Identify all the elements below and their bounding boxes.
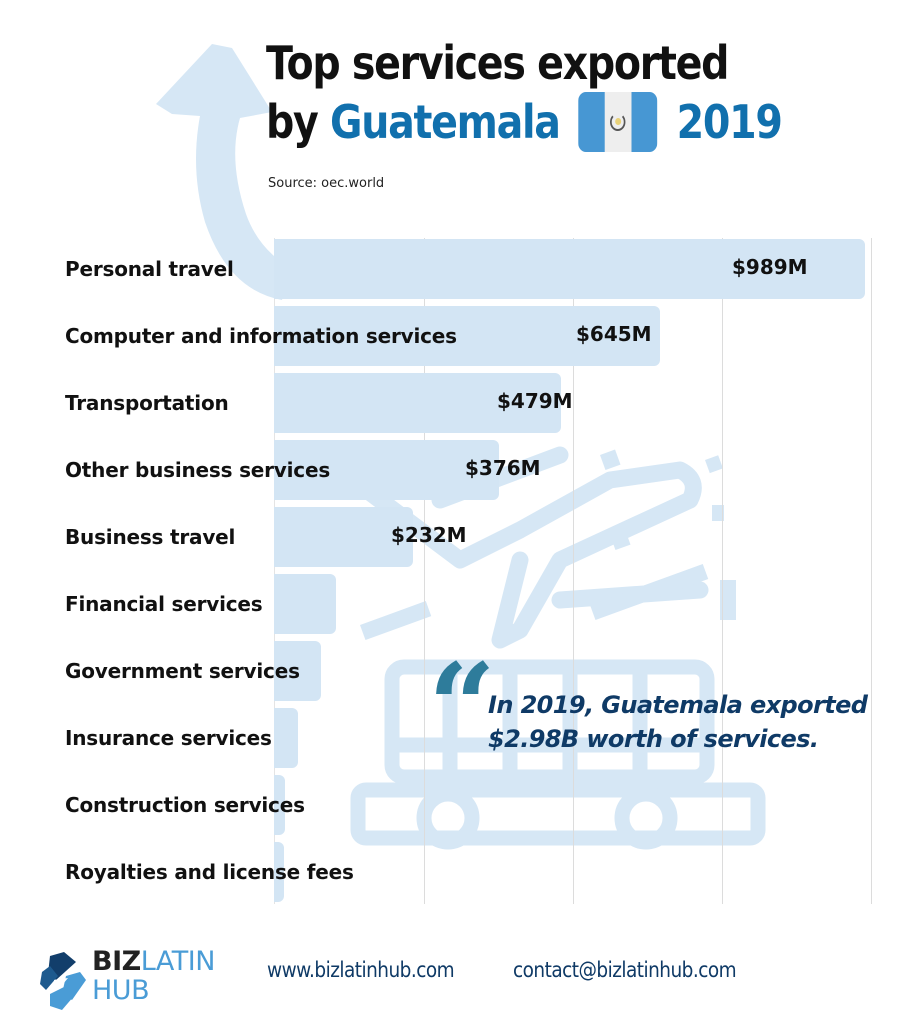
bar-row: Computer and information services $645M bbox=[0, 306, 922, 366]
bar-row: Royalties and license fees bbox=[0, 842, 922, 902]
y-axis-line bbox=[274, 238, 275, 904]
title-line-2: by Guatemala 2019 bbox=[266, 92, 783, 152]
category-label: Financial services bbox=[65, 592, 263, 616]
category-label: Transportation bbox=[65, 391, 229, 415]
bar-row: Transportation $479M bbox=[0, 373, 922, 433]
bar-row: Government services bbox=[0, 641, 922, 701]
chart-title: Top services exported by Guatemala 2019 bbox=[266, 34, 783, 152]
bar bbox=[274, 239, 865, 299]
gridline bbox=[871, 238, 872, 904]
bar bbox=[274, 641, 321, 701]
category-label: Other business services bbox=[65, 458, 331, 482]
bar-row: Business travel $232M bbox=[0, 507, 922, 567]
title-line-1: Top services exported bbox=[266, 36, 729, 90]
bar bbox=[274, 842, 284, 902]
bar bbox=[274, 574, 336, 634]
bizlatinhub-logo[interactable]: BIZLATIN HUB bbox=[36, 948, 226, 1014]
logo-mark-icon bbox=[40, 952, 86, 1010]
footer: BIZLATIN HUB www.bizlatinhub.com contact… bbox=[0, 940, 922, 1024]
website-link[interactable]: www.bizlatinhub.com bbox=[267, 958, 455, 982]
quote-line-1: In 2019, Guatemala exported bbox=[488, 691, 868, 719]
title-by: by bbox=[266, 95, 319, 149]
bar-row: Financial services bbox=[0, 574, 922, 634]
bar-row: Other business services $376M bbox=[0, 440, 922, 500]
title-country: Guatemala bbox=[330, 95, 561, 149]
bar bbox=[274, 775, 285, 835]
bar bbox=[274, 708, 298, 768]
email-link[interactable]: contact@bizlatinhub.com bbox=[513, 958, 737, 982]
value-label: $645M bbox=[576, 322, 652, 346]
category-label: Insurance services bbox=[65, 726, 272, 750]
category-label: Construction services bbox=[65, 793, 305, 817]
source-note: Source: oec.world bbox=[268, 176, 385, 191]
value-label: $479M bbox=[497, 389, 573, 413]
value-label: $989M bbox=[732, 255, 808, 279]
gridline bbox=[722, 238, 723, 904]
value-label: $232M bbox=[391, 523, 467, 547]
category-label: Computer and information services bbox=[65, 324, 457, 348]
value-label: $376M bbox=[465, 456, 541, 480]
category-label: Business travel bbox=[65, 525, 236, 549]
guatemala-flag-icon bbox=[578, 92, 658, 152]
bar-row: Construction services bbox=[0, 775, 922, 835]
category-label: Royalties and license fees bbox=[65, 860, 354, 884]
title-year: 2019 bbox=[676, 95, 783, 149]
category-label: Personal travel bbox=[65, 257, 234, 281]
quote-marks-icon: “ bbox=[428, 637, 496, 776]
quote-line-2: $2.98B worth of services. bbox=[488, 725, 819, 753]
bar bbox=[274, 373, 561, 433]
category-label: Government services bbox=[65, 659, 300, 683]
quote-text: In 2019, Guatemala exported $2.98B worth… bbox=[488, 688, 908, 756]
bar-row: Insurance services bbox=[0, 708, 922, 768]
bar-row: Personal travel $989M bbox=[0, 239, 922, 299]
logo-wordmark: BIZLATIN HUB bbox=[92, 946, 215, 1006]
bar bbox=[274, 306, 660, 366]
